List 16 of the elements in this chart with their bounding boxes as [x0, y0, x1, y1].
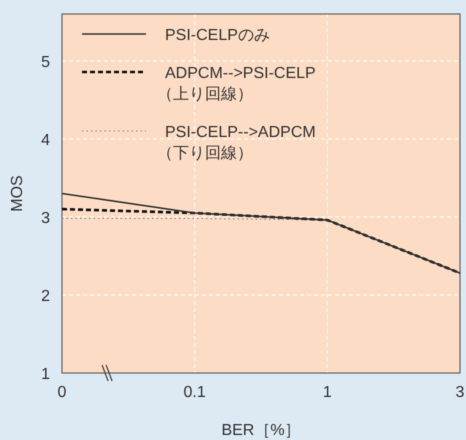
y-tick-label: 2 [41, 288, 50, 305]
x-tick-label: 1 [322, 384, 332, 401]
y-tick-label: 5 [41, 54, 50, 71]
y-tick-label: 1 [41, 366, 50, 383]
x-tick-label: 0 [58, 384, 67, 401]
y-tick-label: 4 [41, 132, 50, 149]
y-axis-title: MOS [9, 175, 26, 212]
x-tick-label: 3 [456, 384, 465, 401]
x-tick-label: 0.1 [184, 384, 206, 401]
legend-label: ADPCM-->PSI-CELP （上り回線） [157, 65, 316, 103]
legend-label: PSI-CELP-->ADPCM （下り回線） [157, 124, 316, 162]
legend-label: PSI-CELPのみ [165, 27, 270, 44]
line-series [60, 208, 462, 274]
line-series [61, 192, 461, 274]
y-tick-label: 3 [41, 210, 50, 227]
x-axis-title: BER［%］ [221, 422, 301, 439]
